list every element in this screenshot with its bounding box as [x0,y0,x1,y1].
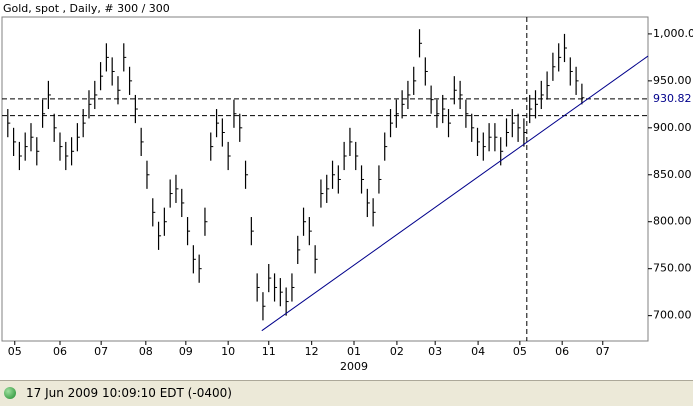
plot-frame [1,16,649,342]
x-tick-label: 03 [428,345,442,358]
trendline [261,55,649,332]
x-year-label: 2009 [340,360,368,373]
status-text: 17 Jun 2009 10:09:10 EDT (-0400) [26,386,232,400]
y-tick-label: 750.00 [653,262,692,275]
x-tick-label: 12 [305,345,319,358]
price-label-bg [650,91,692,106]
y-tick-label: 950.00 [653,74,692,87]
x-tick-label: 06 [53,345,67,358]
x-tick-label: 05 [513,345,527,358]
x-tick-label: 05 [8,345,22,358]
x-tick-label: 10 [221,345,235,358]
y-tick-label: 700.00 [653,309,692,322]
chart: Gold, spot , Daily, # 300 / 300 700.00 75… [1,2,693,373]
x-tick-label: 01 [347,345,361,358]
chart-title: Gold, spot , Daily, # 300 / 300 [3,2,170,15]
y-tick-label: 800.00 [653,215,692,228]
x-tick-label: 09 [179,345,193,358]
y-tick-label: 1,000.00 [653,27,693,40]
price-label: 930.82 [653,92,692,105]
status-bar: 17 Jun 2009 10:09:10 EDT (-0400) [0,380,693,406]
status-indicator [4,387,16,399]
x-tick-label: 07 [596,345,610,358]
y-tick-label: 850.00 [653,168,692,181]
x-tick-label: 08 [139,345,153,358]
y-tick-label: 900.00 [653,121,692,134]
x-tick-label: 02 [390,345,404,358]
x-tick-label: 11 [262,345,276,358]
x-tick-label: 06 [555,345,569,358]
x-tick-label: 04 [471,345,485,358]
x-tick-label: 07 [94,345,108,358]
